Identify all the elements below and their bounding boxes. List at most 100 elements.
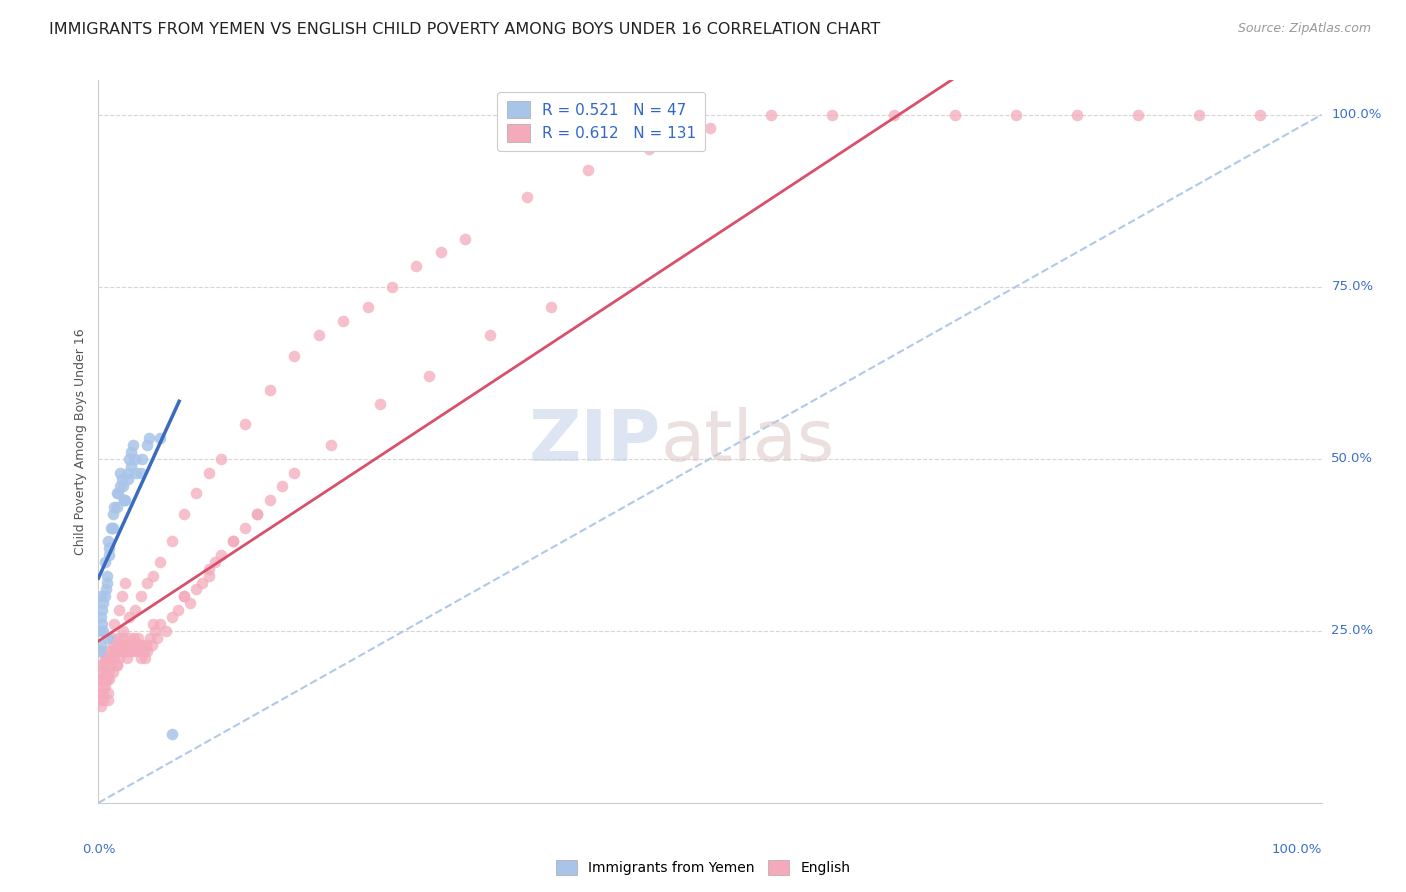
Point <box>160 727 183 741</box>
Point <box>90 699 112 714</box>
Text: Source: ZipAtlas.com: Source: ZipAtlas.com <box>1237 22 1371 36</box>
Point <box>125 466 148 480</box>
Point <box>91 658 114 673</box>
Point <box>90 672 112 686</box>
Point <box>101 520 124 534</box>
Point <box>98 548 121 562</box>
Point <box>96 672 118 686</box>
Point <box>118 451 141 466</box>
Point <box>118 610 141 624</box>
Point <box>101 638 124 652</box>
Point <box>149 616 172 631</box>
Point <box>91 616 114 631</box>
Point <box>167 603 190 617</box>
Point <box>96 568 118 582</box>
Point <box>120 445 142 459</box>
Point <box>111 590 134 604</box>
Point <box>146 631 169 645</box>
Point <box>118 644 141 658</box>
Point <box>111 472 134 486</box>
Point <box>135 638 157 652</box>
Point <box>97 644 120 658</box>
Point <box>699 121 721 136</box>
Point <box>111 631 134 645</box>
Point <box>155 624 177 638</box>
Point <box>259 383 281 397</box>
Point <box>129 644 152 658</box>
Point <box>1188 108 1211 122</box>
Point <box>103 500 125 514</box>
Point <box>96 651 118 665</box>
Point <box>149 555 172 569</box>
Point <box>121 438 143 452</box>
Point <box>89 624 111 638</box>
Point <box>101 665 124 679</box>
Legend: Immigrants from Yemen, English: Immigrants from Yemen, English <box>550 855 856 880</box>
Point <box>197 466 219 480</box>
Point <box>89 658 111 673</box>
Point <box>515 190 537 204</box>
Text: 100.0%: 100.0% <box>1271 843 1322 855</box>
Point <box>121 644 143 658</box>
Point <box>356 301 378 315</box>
Text: 0.0%: 0.0% <box>82 843 115 855</box>
Point <box>98 541 121 556</box>
Point <box>120 631 142 645</box>
Point <box>173 590 195 604</box>
Point <box>129 590 152 604</box>
Point <box>94 665 117 679</box>
Point <box>105 500 128 514</box>
Point <box>134 651 156 665</box>
Text: IMMIGRANTS FROM YEMEN VS ENGLISH CHILD POVERTY AMONG BOYS UNDER 16 CORRELATION C: IMMIGRANTS FROM YEMEN VS ENGLISH CHILD P… <box>49 22 880 37</box>
Point <box>93 665 115 679</box>
Point <box>1004 108 1026 122</box>
Point <box>1066 108 1088 122</box>
Point <box>124 603 146 617</box>
Point <box>209 548 232 562</box>
Point <box>129 651 152 665</box>
Point <box>1249 108 1271 122</box>
Point <box>111 479 134 493</box>
Point <box>222 534 245 549</box>
Point <box>91 679 114 693</box>
Point <box>136 644 159 658</box>
Point <box>107 644 129 658</box>
Point <box>89 644 111 658</box>
Point <box>1128 108 1150 122</box>
Point <box>120 638 142 652</box>
Point <box>103 616 125 631</box>
Point <box>96 658 118 673</box>
Point <box>108 651 131 665</box>
Point <box>105 486 128 500</box>
Point <box>117 472 139 486</box>
Point <box>540 301 562 315</box>
Point <box>143 624 166 638</box>
Point <box>94 582 117 597</box>
Point <box>122 631 145 645</box>
Point <box>97 631 120 645</box>
Point <box>233 520 256 534</box>
Point <box>112 638 135 652</box>
Point <box>821 108 844 122</box>
Point <box>191 575 214 590</box>
Point <box>138 431 160 445</box>
Point <box>160 534 183 549</box>
Point <box>405 259 427 273</box>
Point <box>97 686 120 700</box>
Point <box>160 610 183 624</box>
Point <box>112 493 135 508</box>
Point <box>112 493 135 508</box>
Point <box>90 638 112 652</box>
Point <box>209 451 232 466</box>
Point <box>142 568 165 582</box>
Point <box>246 507 269 521</box>
Point <box>186 486 208 500</box>
Point <box>127 631 149 645</box>
Point <box>101 507 124 521</box>
Point <box>381 279 404 293</box>
Point <box>149 431 172 445</box>
Point <box>136 438 159 452</box>
Point <box>368 397 391 411</box>
Point <box>90 590 112 604</box>
Point <box>120 458 142 473</box>
